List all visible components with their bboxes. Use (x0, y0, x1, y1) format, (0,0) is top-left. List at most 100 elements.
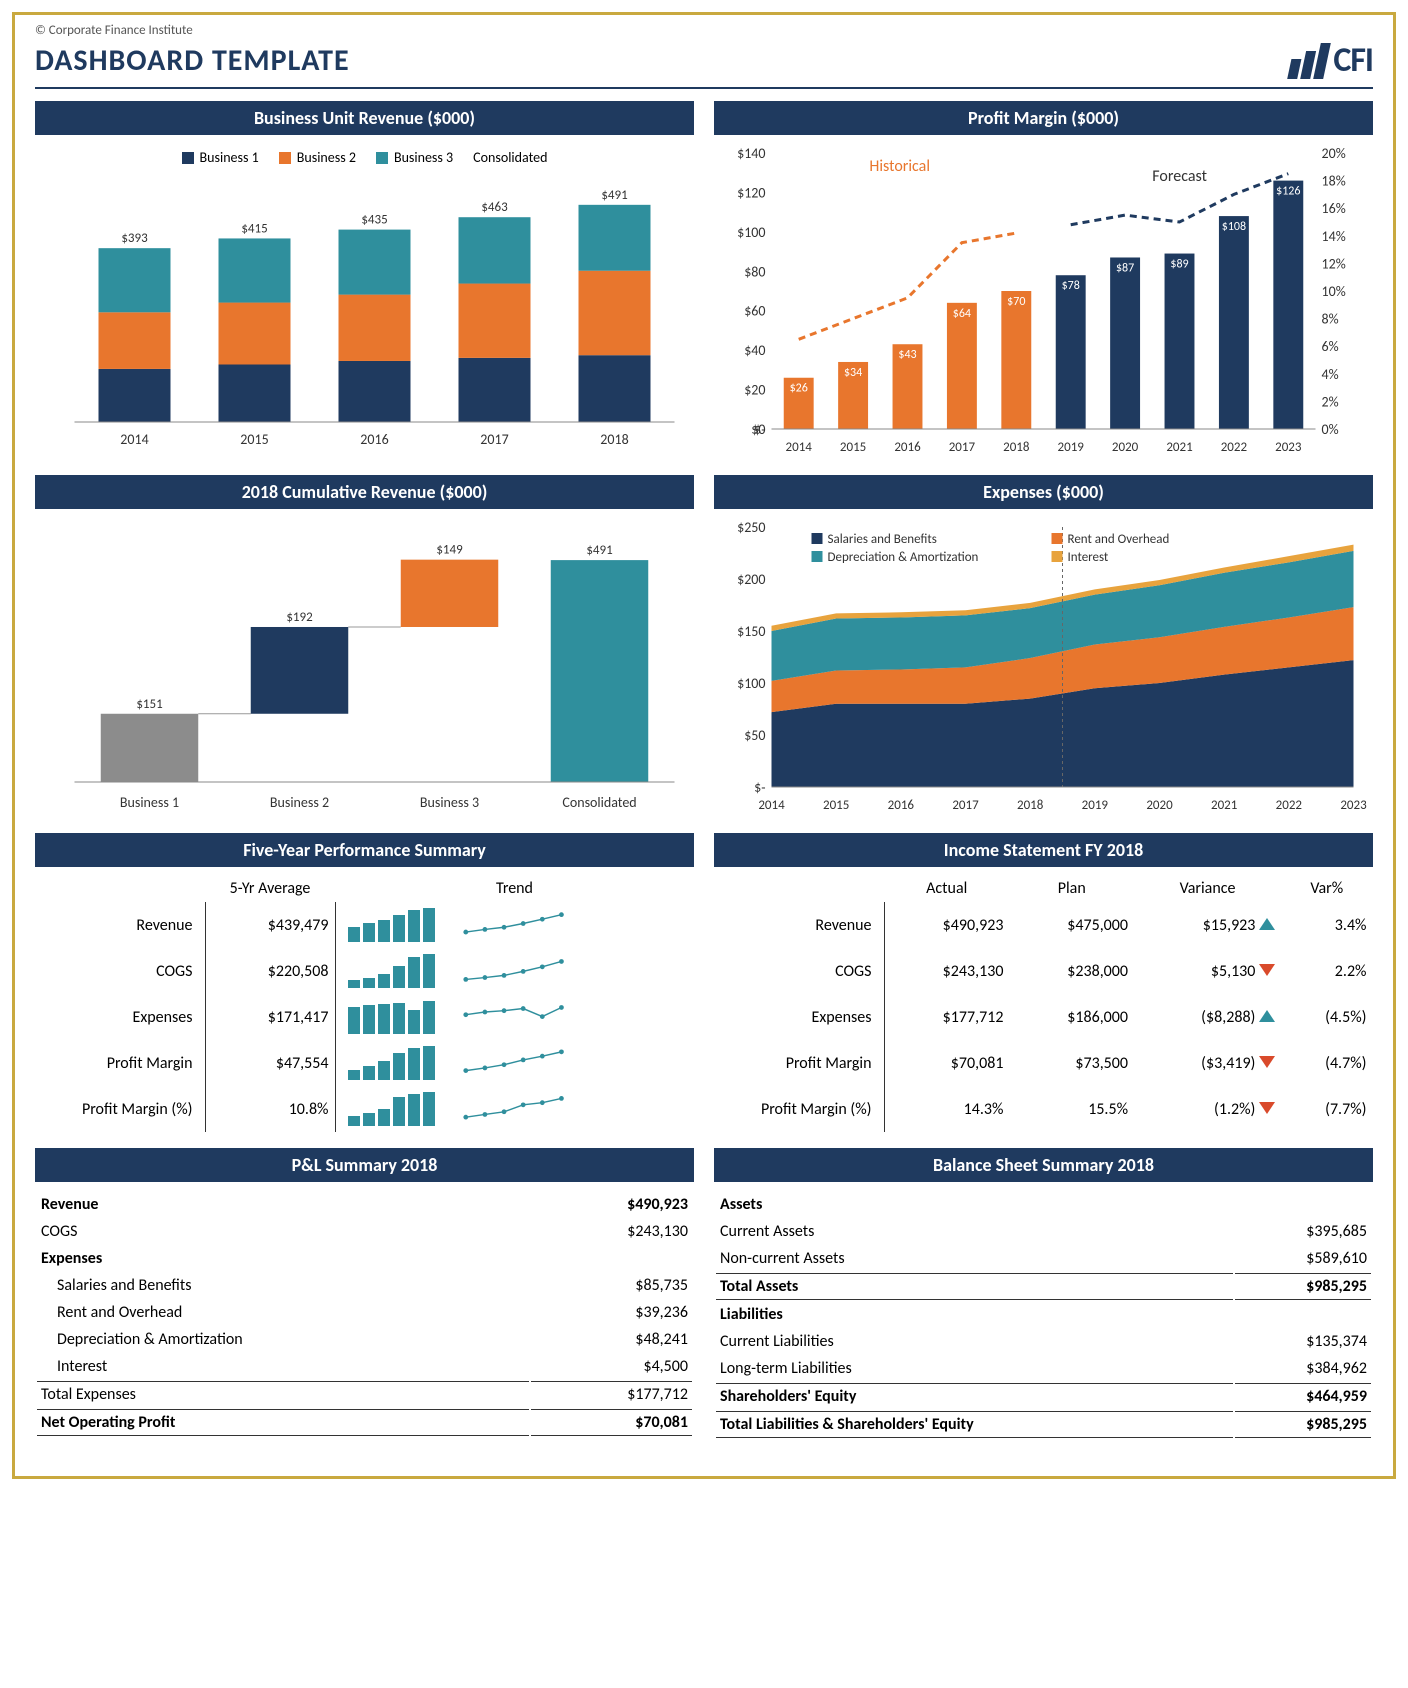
svg-text:8%: 8% (1322, 311, 1339, 328)
svg-text:Business 2: Business 2 (270, 794, 329, 811)
svg-text:$140: $140 (737, 145, 765, 162)
amount: $85,735 (531, 1273, 692, 1298)
variance-down-icon (1259, 1102, 1275, 1114)
svg-text:2020: 2020 (1146, 798, 1173, 813)
chart-title: 2018 Cumulative Revenue ($000) (35, 475, 694, 509)
plan-value: 15.5% (1009, 1086, 1134, 1132)
profit-margin-combo-chart: $0$20$40$60$80$100$120$1400%2%4%6%8%10%1… (714, 143, 1373, 459)
row-label: COGS (37, 1219, 529, 1244)
spark-bars (335, 902, 455, 948)
panel-title: Balance Sheet Summary 2018 (714, 1148, 1373, 1182)
svg-text:$100: $100 (737, 675, 765, 692)
svg-text:2014: 2014 (786, 440, 813, 455)
svg-text:4%: 4% (1322, 366, 1339, 383)
profit-margin-panel: Profit Margin ($000) $0$20$40$60$80$100$… (714, 101, 1373, 459)
row-label: Profit Margin (35, 1040, 205, 1086)
amount: $490,923 (531, 1192, 692, 1217)
variance-value: $5,130 (1134, 948, 1281, 994)
svg-text:$43: $43 (898, 348, 916, 362)
panel-title: P&L Summary 2018 (35, 1148, 694, 1182)
amount: $985,295 (1235, 1411, 1371, 1438)
table-row: Net Operating Profit$70,081 (37, 1409, 692, 1436)
svg-text:2016: 2016 (360, 431, 388, 448)
actual-value: $177,712 (884, 994, 1009, 1040)
amount: $177,712 (531, 1381, 692, 1407)
row-label: Profit Margin (%) (714, 1086, 884, 1132)
logo-text: CFI (1333, 40, 1373, 81)
svg-text:14%: 14% (1322, 228, 1346, 245)
row-label: Salaries and Benefits (37, 1273, 529, 1298)
cumulative-revenue-panel: 2018 Cumulative Revenue ($000) $151Busin… (35, 475, 694, 817)
table-row: COGS$243,130 (37, 1219, 692, 1244)
row-label: Shareholders' Equity (716, 1383, 1233, 1409)
svg-text:16%: 16% (1322, 200, 1346, 217)
variance-down-icon (1259, 964, 1275, 976)
svg-text:$89: $89 (1170, 258, 1188, 272)
actual-value: $70,081 (884, 1040, 1009, 1086)
col-header: Var% (1281, 875, 1372, 902)
svg-text:12%: 12% (1322, 255, 1346, 272)
svg-text:2020: 2020 (1112, 440, 1139, 455)
table-row: Revenue$490,923 (37, 1192, 692, 1217)
amount: $4,500 (531, 1354, 692, 1379)
svg-text:18%: 18% (1322, 173, 1346, 190)
svg-text:6%: 6% (1322, 338, 1339, 355)
legend-label: Business 3 (394, 149, 453, 166)
svg-text:Interest: Interest (1068, 550, 1109, 565)
variance-up-icon (1259, 918, 1275, 930)
performance-summary-panel: Five-Year Performance Summary 5-Yr Avera… (35, 833, 694, 1132)
variance-down-icon (1259, 1056, 1275, 1068)
svg-text:$78: $78 (1062, 279, 1080, 293)
table-row: COGS $243,130 $238,000 $5,130 2.2% (714, 948, 1373, 994)
svg-text:2021: 2021 (1166, 440, 1192, 455)
row-label: Expenses (35, 994, 205, 1040)
svg-text:2023: 2023 (1275, 440, 1302, 455)
spark-bars (335, 1040, 455, 1086)
actual-value: $490,923 (884, 902, 1009, 948)
table-row: Total Liabilities & Shareholders' Equity… (716, 1411, 1371, 1438)
svg-text:$100: $100 (737, 224, 765, 241)
row-label: Revenue (37, 1192, 529, 1217)
variance-value: (1.2%) (1134, 1086, 1281, 1132)
table-row: Long-term Liabilities$384,962 (716, 1356, 1371, 1381)
legend-item: Business 2 (279, 149, 356, 166)
row-label: COGS (35, 948, 205, 994)
legend-item: Business 3 (376, 149, 453, 166)
svg-text:0%: 0% (1322, 421, 1339, 438)
legend-label: Business 2 (297, 149, 356, 166)
legend-item: Business 1 (182, 149, 259, 166)
income-statement-panel: Income Statement FY 2018 ActualPlanVaria… (714, 833, 1373, 1132)
svg-text:$120: $120 (737, 184, 765, 201)
svg-text:$108: $108 (1222, 220, 1246, 234)
amount: $48,241 (531, 1327, 692, 1352)
revenue-legend: Business 1Business 2Business 3Consolidat… (35, 143, 694, 172)
svg-text:10%: 10% (1322, 283, 1346, 300)
row-label: Net Operating Profit (37, 1409, 529, 1436)
actual-value: $243,130 (884, 948, 1009, 994)
amount (1235, 1192, 1371, 1217)
svg-text:Business 3: Business 3 (420, 794, 479, 811)
chart-title: Expenses ($000) (714, 475, 1373, 509)
row-label: Liabilities (716, 1302, 1233, 1327)
row-label: Total Liabilities & Shareholders' Equity (716, 1411, 1233, 1438)
svg-text:Depreciation & Amortization: Depreciation & Amortization (828, 550, 979, 565)
svg-text:2019: 2019 (1082, 798, 1109, 813)
plan-value: $186,000 (1009, 994, 1134, 1040)
amount: $135,374 (1235, 1329, 1371, 1354)
svg-text:$491: $491 (586, 543, 612, 558)
svg-text:2023: 2023 (1340, 798, 1367, 813)
table-row: Profit Margin (%) 10.8% (35, 1086, 694, 1132)
svg-text:$87: $87 (1116, 261, 1134, 275)
svg-text:$463: $463 (481, 200, 508, 215)
row-label: Profit Margin (%) (35, 1086, 205, 1132)
performance-table: 5-Yr AverageTrend Revenue $439,479 COGS … (35, 875, 694, 1132)
table-row: Salaries and Benefits$85,735 (37, 1273, 692, 1298)
table-row: Total Expenses$177,712 (37, 1381, 692, 1407)
svg-text:2016: 2016 (888, 798, 915, 813)
panel-title: Income Statement FY 2018 (714, 833, 1373, 867)
amount (531, 1246, 692, 1271)
svg-text:$491: $491 (601, 188, 627, 203)
table-row: Expenses $177,712 $186,000 ($8,288) (4.5… (714, 994, 1373, 1040)
svg-text:$26: $26 (790, 382, 808, 396)
row-label: Current Liabilities (716, 1329, 1233, 1354)
